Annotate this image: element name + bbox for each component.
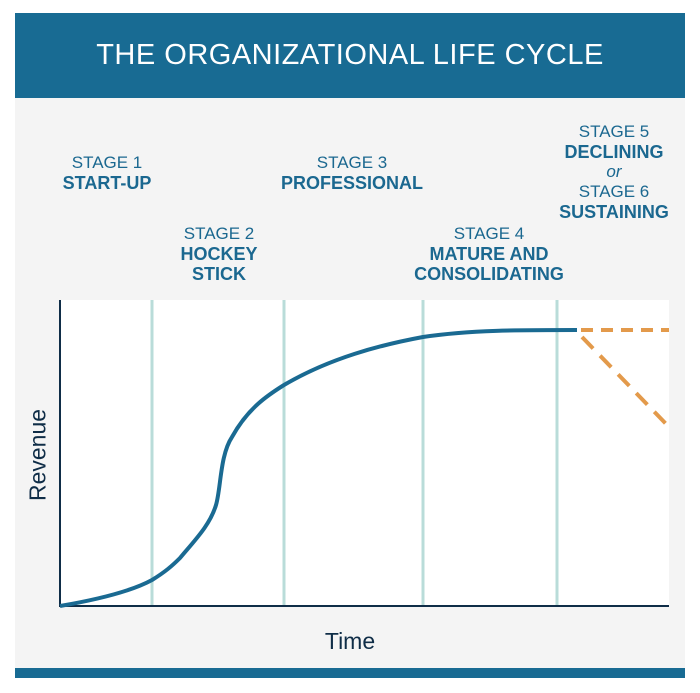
stage-name: STICK bbox=[191, 264, 246, 284]
x-axis-label: Time bbox=[324, 628, 376, 654]
stage-2-label: STAGE 2 HOCKEY STICK bbox=[180, 224, 257, 284]
stage-name: SUSTAINING bbox=[559, 202, 669, 222]
footer-bar bbox=[15, 668, 685, 678]
stage-number: STAGE 2 bbox=[183, 224, 255, 243]
y-axis-label: Revenue bbox=[24, 408, 51, 502]
title-banner: THE ORGANIZATIONAL LIFE CYCLE bbox=[15, 13, 685, 98]
stage-3-label: STAGE 3 PROFESSIONAL bbox=[281, 153, 423, 193]
stage-name: MATURE AND bbox=[429, 244, 549, 264]
stage-number: STAGE 5 bbox=[578, 122, 650, 141]
stage-number: STAGE 4 bbox=[453, 224, 525, 243]
stage-name: CONSOLIDATING bbox=[414, 264, 564, 284]
stage-1-label: STAGE 1 START-UP bbox=[63, 153, 152, 193]
title: THE ORGANIZATIONAL LIFE CYCLE bbox=[96, 39, 604, 71]
stage-name: START-UP bbox=[62, 173, 152, 193]
declining-projection bbox=[580, 335, 671, 429]
revenue-curve bbox=[59, 328, 578, 608]
stage-number: STAGE 3 bbox=[316, 153, 388, 172]
stage-number: STAGE 6 bbox=[578, 182, 650, 201]
stage-5-6-label: STAGE 5 DECLINING or STAGE 6 SUSTAINING bbox=[559, 122, 669, 222]
stage-name: PROFESSIONAL bbox=[280, 173, 424, 193]
stage-name: DECLINING bbox=[564, 142, 664, 162]
stage-name: HOCKEY bbox=[180, 244, 258, 264]
stage-number: STAGE 1 bbox=[71, 153, 143, 172]
or-text: or bbox=[606, 162, 622, 181]
stage-4-label: STAGE 4 MATURE AND CONSOLIDATING bbox=[414, 224, 564, 284]
